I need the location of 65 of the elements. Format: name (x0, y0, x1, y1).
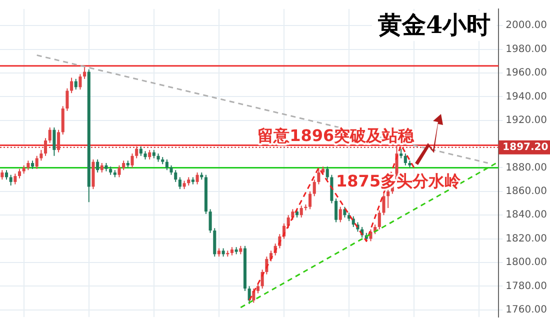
candlestick (26, 160, 30, 171)
candlestick (48, 126, 52, 144)
candlestick (52, 126, 56, 156)
candlestick (35, 155, 38, 170)
candlestick (213, 228, 216, 258)
candlestick (130, 153, 134, 168)
candlestick (196, 172, 199, 185)
candlestick (378, 210, 381, 230)
candlestick (118, 164, 121, 178)
candlestick (382, 193, 386, 216)
candlestick (256, 283, 260, 294)
y-tick-label: 1960.00 (506, 68, 548, 79)
ref-line-label: 留意1896突破及站稳 (258, 126, 416, 146)
candlestick (330, 174, 334, 204)
candlestick (326, 166, 329, 180)
candlestick (300, 205, 303, 218)
candlestick (308, 190, 312, 210)
candlestick (386, 188, 390, 209)
candlestick (404, 153, 407, 166)
candlestick (61, 106, 64, 136)
candlestick (57, 129, 60, 153)
candlestick (165, 158, 168, 171)
y-tick-label: 1860.00 (506, 186, 548, 198)
candlestick (9, 174, 12, 186)
y-tick-label: 1780.00 (506, 280, 548, 292)
candlestick (139, 146, 142, 156)
candlestick (18, 168, 22, 179)
candlestick (122, 160, 126, 171)
y-tick-label: 1840.00 (506, 210, 548, 221)
candlestick (148, 149, 152, 160)
y-tick-label: 2000.00 (506, 20, 548, 32)
candlestick (343, 206, 346, 218)
candlestick (70, 77, 74, 94)
candlestick (252, 288, 256, 304)
candlestick (135, 146, 138, 159)
y-tick-label: 1820.00 (506, 233, 548, 244)
y-tick-label: 1940.00 (506, 91, 548, 102)
candlestick (74, 78, 78, 90)
candlestick (286, 214, 290, 229)
candlestick (14, 173, 17, 185)
y-tick-label: 1760.00 (506, 304, 548, 316)
candlestick (40, 149, 43, 162)
candlestick (312, 179, 316, 197)
y-tick-label: 1980.00 (506, 44, 548, 55)
candlestick (83, 65, 86, 80)
candlestick (338, 206, 342, 223)
candlestick (334, 198, 338, 223)
candlestick (317, 167, 320, 185)
candlestick (78, 74, 82, 90)
candlestick (400, 148, 403, 159)
candlestick (100, 162, 104, 173)
candlestick (170, 164, 173, 176)
y-tick-label: 1920.00 (506, 114, 548, 126)
candlestick (66, 88, 69, 112)
ref-line-label: 1897.20 (502, 142, 548, 153)
candlestick (96, 158, 100, 173)
y-tick-label: 1880.00 (506, 162, 548, 174)
y-tick-label: 1800.00 (506, 257, 548, 268)
candlestick (174, 170, 178, 182)
chart-title: 黄金4小时 (376, 10, 491, 40)
candlestick (44, 138, 48, 156)
candlestick (208, 208, 212, 234)
candlestick (4, 170, 8, 180)
candlestick (0, 170, 4, 180)
candlestick (178, 176, 182, 190)
